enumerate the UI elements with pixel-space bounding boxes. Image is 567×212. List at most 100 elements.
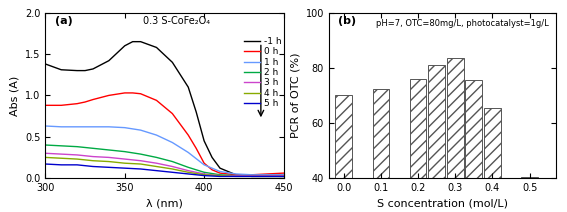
3 h [185, 169, 192, 172]
5 h [121, 167, 128, 169]
1 h [201, 164, 208, 166]
0 h [90, 98, 96, 101]
2 h [137, 153, 144, 155]
0 h [82, 101, 88, 103]
Bar [335, 95, 352, 212]
2 h [248, 174, 255, 177]
Line: 3 h: 3 h [45, 153, 284, 176]
3 h [201, 173, 208, 175]
1 h [90, 126, 96, 128]
1 h [280, 173, 287, 176]
Line: 2 h: 2 h [45, 145, 284, 176]
5 h [105, 166, 112, 169]
Bar [410, 79, 426, 212]
0 h [248, 173, 255, 176]
2 h [58, 145, 65, 147]
4 h [264, 175, 271, 178]
4 h [82, 159, 88, 161]
2 h [90, 147, 96, 150]
0 h [169, 112, 176, 115]
5 h [82, 165, 88, 167]
0 h [153, 99, 160, 102]
0 h [129, 92, 136, 94]
1 h [74, 126, 81, 128]
1 h [105, 126, 112, 128]
2 h [121, 150, 128, 153]
3 h [137, 159, 144, 162]
Y-axis label: Abs (A): Abs (A) [10, 75, 20, 116]
5 h [280, 175, 287, 178]
4 h [153, 165, 160, 168]
2 h [82, 146, 88, 149]
2 h [264, 174, 271, 177]
Bar [428, 65, 445, 212]
1 h [137, 129, 144, 131]
2 h [201, 171, 208, 174]
2 h [105, 149, 112, 151]
-1 h [105, 59, 112, 62]
3 h [248, 174, 255, 177]
1 h [153, 134, 160, 136]
X-axis label: S concentration (mol/L): S concentration (mol/L) [376, 198, 508, 208]
3 h [153, 162, 160, 165]
5 h [153, 169, 160, 172]
3 h [82, 155, 88, 157]
1 h [121, 126, 128, 129]
-1 h [280, 175, 287, 178]
4 h [42, 156, 49, 159]
Line: 1 h: 1 h [45, 126, 284, 175]
3 h [232, 174, 239, 177]
4 h [137, 163, 144, 165]
4 h [121, 162, 128, 165]
4 h [58, 157, 65, 159]
4 h [74, 158, 81, 160]
2 h [217, 173, 223, 176]
Y-axis label: PCR of OTC (%): PCR of OTC (%) [290, 53, 300, 138]
2 h [74, 145, 81, 148]
2 h [169, 160, 176, 163]
2 h [185, 166, 192, 169]
5 h [185, 173, 192, 175]
3 h [42, 152, 49, 155]
0 h [105, 94, 112, 97]
Text: pH=7, OTC=80mg/L, photocatalyst=1g/L: pH=7, OTC=80mg/L, photocatalyst=1g/L [376, 19, 549, 28]
Bar [484, 108, 501, 212]
1 h [169, 141, 176, 144]
3 h [58, 153, 65, 155]
Legend: -1 h, 0 h, 1 h, 2 h, 3 h, 4 h, 5 h: -1 h, 0 h, 1 h, 2 h, 3 h, 4 h, 5 h [244, 37, 281, 108]
3 h [280, 174, 287, 177]
5 h [169, 171, 176, 174]
3 h [264, 174, 271, 177]
4 h [90, 159, 96, 162]
3 h [90, 155, 96, 158]
2 h [153, 156, 160, 159]
0 h [137, 92, 144, 95]
1 h [232, 173, 239, 175]
3 h [105, 156, 112, 159]
0 h [42, 104, 49, 107]
5 h [74, 164, 81, 166]
4 h [169, 168, 176, 170]
-1 h [129, 40, 136, 43]
-1 h [217, 167, 223, 169]
-1 h [42, 63, 49, 65]
1 h [217, 170, 223, 173]
X-axis label: λ (nm): λ (nm) [146, 198, 183, 208]
0 h [201, 162, 208, 165]
0 h [232, 173, 239, 176]
3 h [74, 154, 81, 156]
5 h [137, 168, 144, 170]
4 h [185, 171, 192, 174]
4 h [280, 175, 287, 178]
Line: 5 h: 5 h [45, 164, 284, 176]
-1 h [153, 46, 160, 49]
-1 h [185, 86, 192, 88]
3 h [169, 165, 176, 168]
0 h [209, 169, 215, 171]
-1 h [248, 175, 255, 178]
Text: (a): (a) [55, 16, 73, 26]
-1 h [90, 68, 96, 70]
0 h [280, 172, 287, 174]
1 h [42, 125, 49, 127]
-1 h [201, 139, 208, 142]
